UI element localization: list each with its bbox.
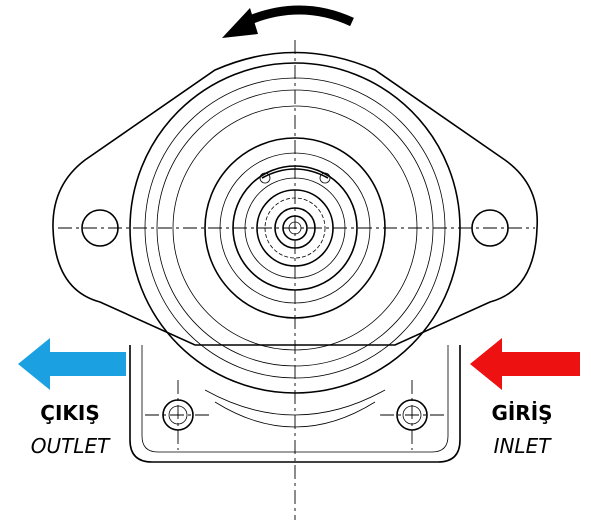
outlet-arrow (18, 338, 126, 390)
inlet-subtitle: INLET (494, 434, 553, 458)
outlet-title: ÇIKIŞ (40, 401, 99, 425)
inlet-title: GİRİŞ (491, 401, 552, 425)
pump-drawing: ÇIKIŞ OUTLET GİRİŞ INLET (0, 0, 591, 523)
center-lines (58, 40, 535, 520)
outlet-subtitle: OUTLET (31, 434, 111, 458)
inlet-arrow (470, 338, 580, 390)
rotation-arrow (222, 8, 352, 38)
